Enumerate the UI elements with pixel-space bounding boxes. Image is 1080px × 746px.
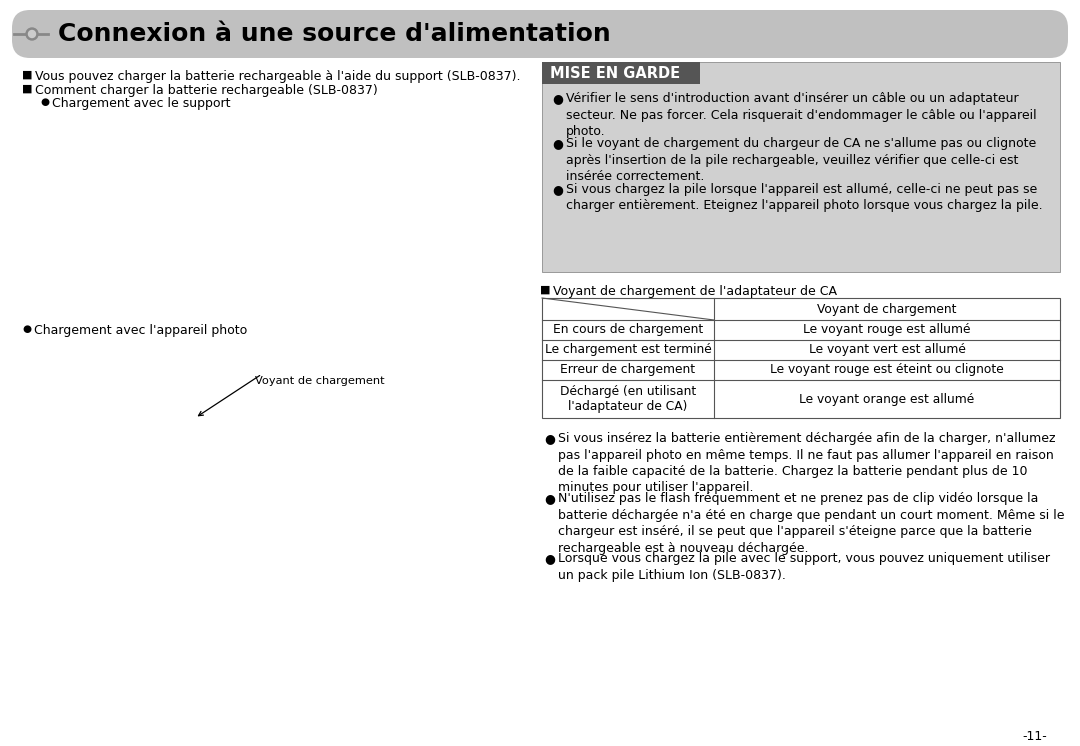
Text: Le voyant vert est allumé: Le voyant vert est allumé [809,343,966,357]
Text: ●: ● [552,137,563,151]
Text: ■: ■ [22,70,32,80]
Bar [542,62,700,84]
Bar [542,298,1059,418]
Text: Voyant de chargement: Voyant de chargement [255,376,384,386]
FancyBboxPatch shape [12,10,1068,58]
Text: Le voyant rouge est allumé: Le voyant rouge est allumé [804,324,971,336]
Text: MISE EN GARDE: MISE EN GARDE [550,66,680,81]
Bar [542,62,1059,272]
Text: Le voyant rouge est éteint ou clignote: Le voyant rouge est éteint ou clignote [770,363,1004,377]
Text: Si vous insérez la batterie entièrement déchargée afin de la charger, n'allumez
: Si vous insérez la batterie entièrement … [558,432,1055,495]
Circle shape [26,28,38,40]
Text: ●: ● [544,552,555,565]
Text: ●: ● [40,97,49,107]
Text: En cours de chargement: En cours de chargement [553,324,703,336]
Text: ●: ● [552,183,563,195]
Circle shape [28,31,36,37]
Text: ■: ■ [540,285,551,295]
Text: Le chargement est terminé: Le chargement est terminé [544,343,712,357]
Text: N'utilisez pas le flash fréquemment et ne prenez pas de clip vidéo lorsque la
ba: N'utilisez pas le flash fréquemment et n… [558,492,1065,555]
Text: Voyant de chargement: Voyant de chargement [818,302,957,316]
Text: ●: ● [544,492,555,505]
Text: Comment charger la batterie rechargeable (SLB-0837): Comment charger la batterie rechargeable… [35,84,378,97]
Text: ■: ■ [22,84,32,94]
Text: Voyant de chargement de l'adaptateur de CA: Voyant de chargement de l'adaptateur de … [553,285,837,298]
Text: Le voyant orange est allumé: Le voyant orange est allumé [799,392,974,406]
Text: ●: ● [552,92,563,105]
Text: Erreur de chargement: Erreur de chargement [561,363,696,377]
Text: Si le voyant de chargement du chargeur de CA ne s'allume pas ou clignote
après l: Si le voyant de chargement du chargeur d… [566,137,1036,184]
Text: ●: ● [544,432,555,445]
Text: Vérifier le sens d'introduction avant d'insérer un câble ou un adaptateur
secteu: Vérifier le sens d'introduction avant d'… [566,92,1037,138]
Text: ●: ● [22,324,31,334]
Text: Chargement avec l'appareil photo: Chargement avec l'appareil photo [33,324,247,337]
Text: Lorsque vous chargez la pile avec le support, vous pouvez uniquement utiliser
un: Lorsque vous chargez la pile avec le sup… [558,552,1050,582]
Text: Connexion à une source d'alimentation: Connexion à une source d'alimentation [58,22,611,46]
Text: Si vous chargez la pile lorsque l'appareil est allumé, celle-ci ne peut pas se
c: Si vous chargez la pile lorsque l'appare… [566,183,1042,213]
Text: Déchargé (en utilisant
l'adaptateur de CA): Déchargé (en utilisant l'adaptateur de C… [559,385,697,413]
Text: Chargement avec le support: Chargement avec le support [52,97,230,110]
Text: -11-: -11- [1023,730,1048,743]
Text: Vous pouvez charger la batterie rechargeable à l'aide du support (SLB-0837).: Vous pouvez charger la batterie recharge… [35,70,521,83]
